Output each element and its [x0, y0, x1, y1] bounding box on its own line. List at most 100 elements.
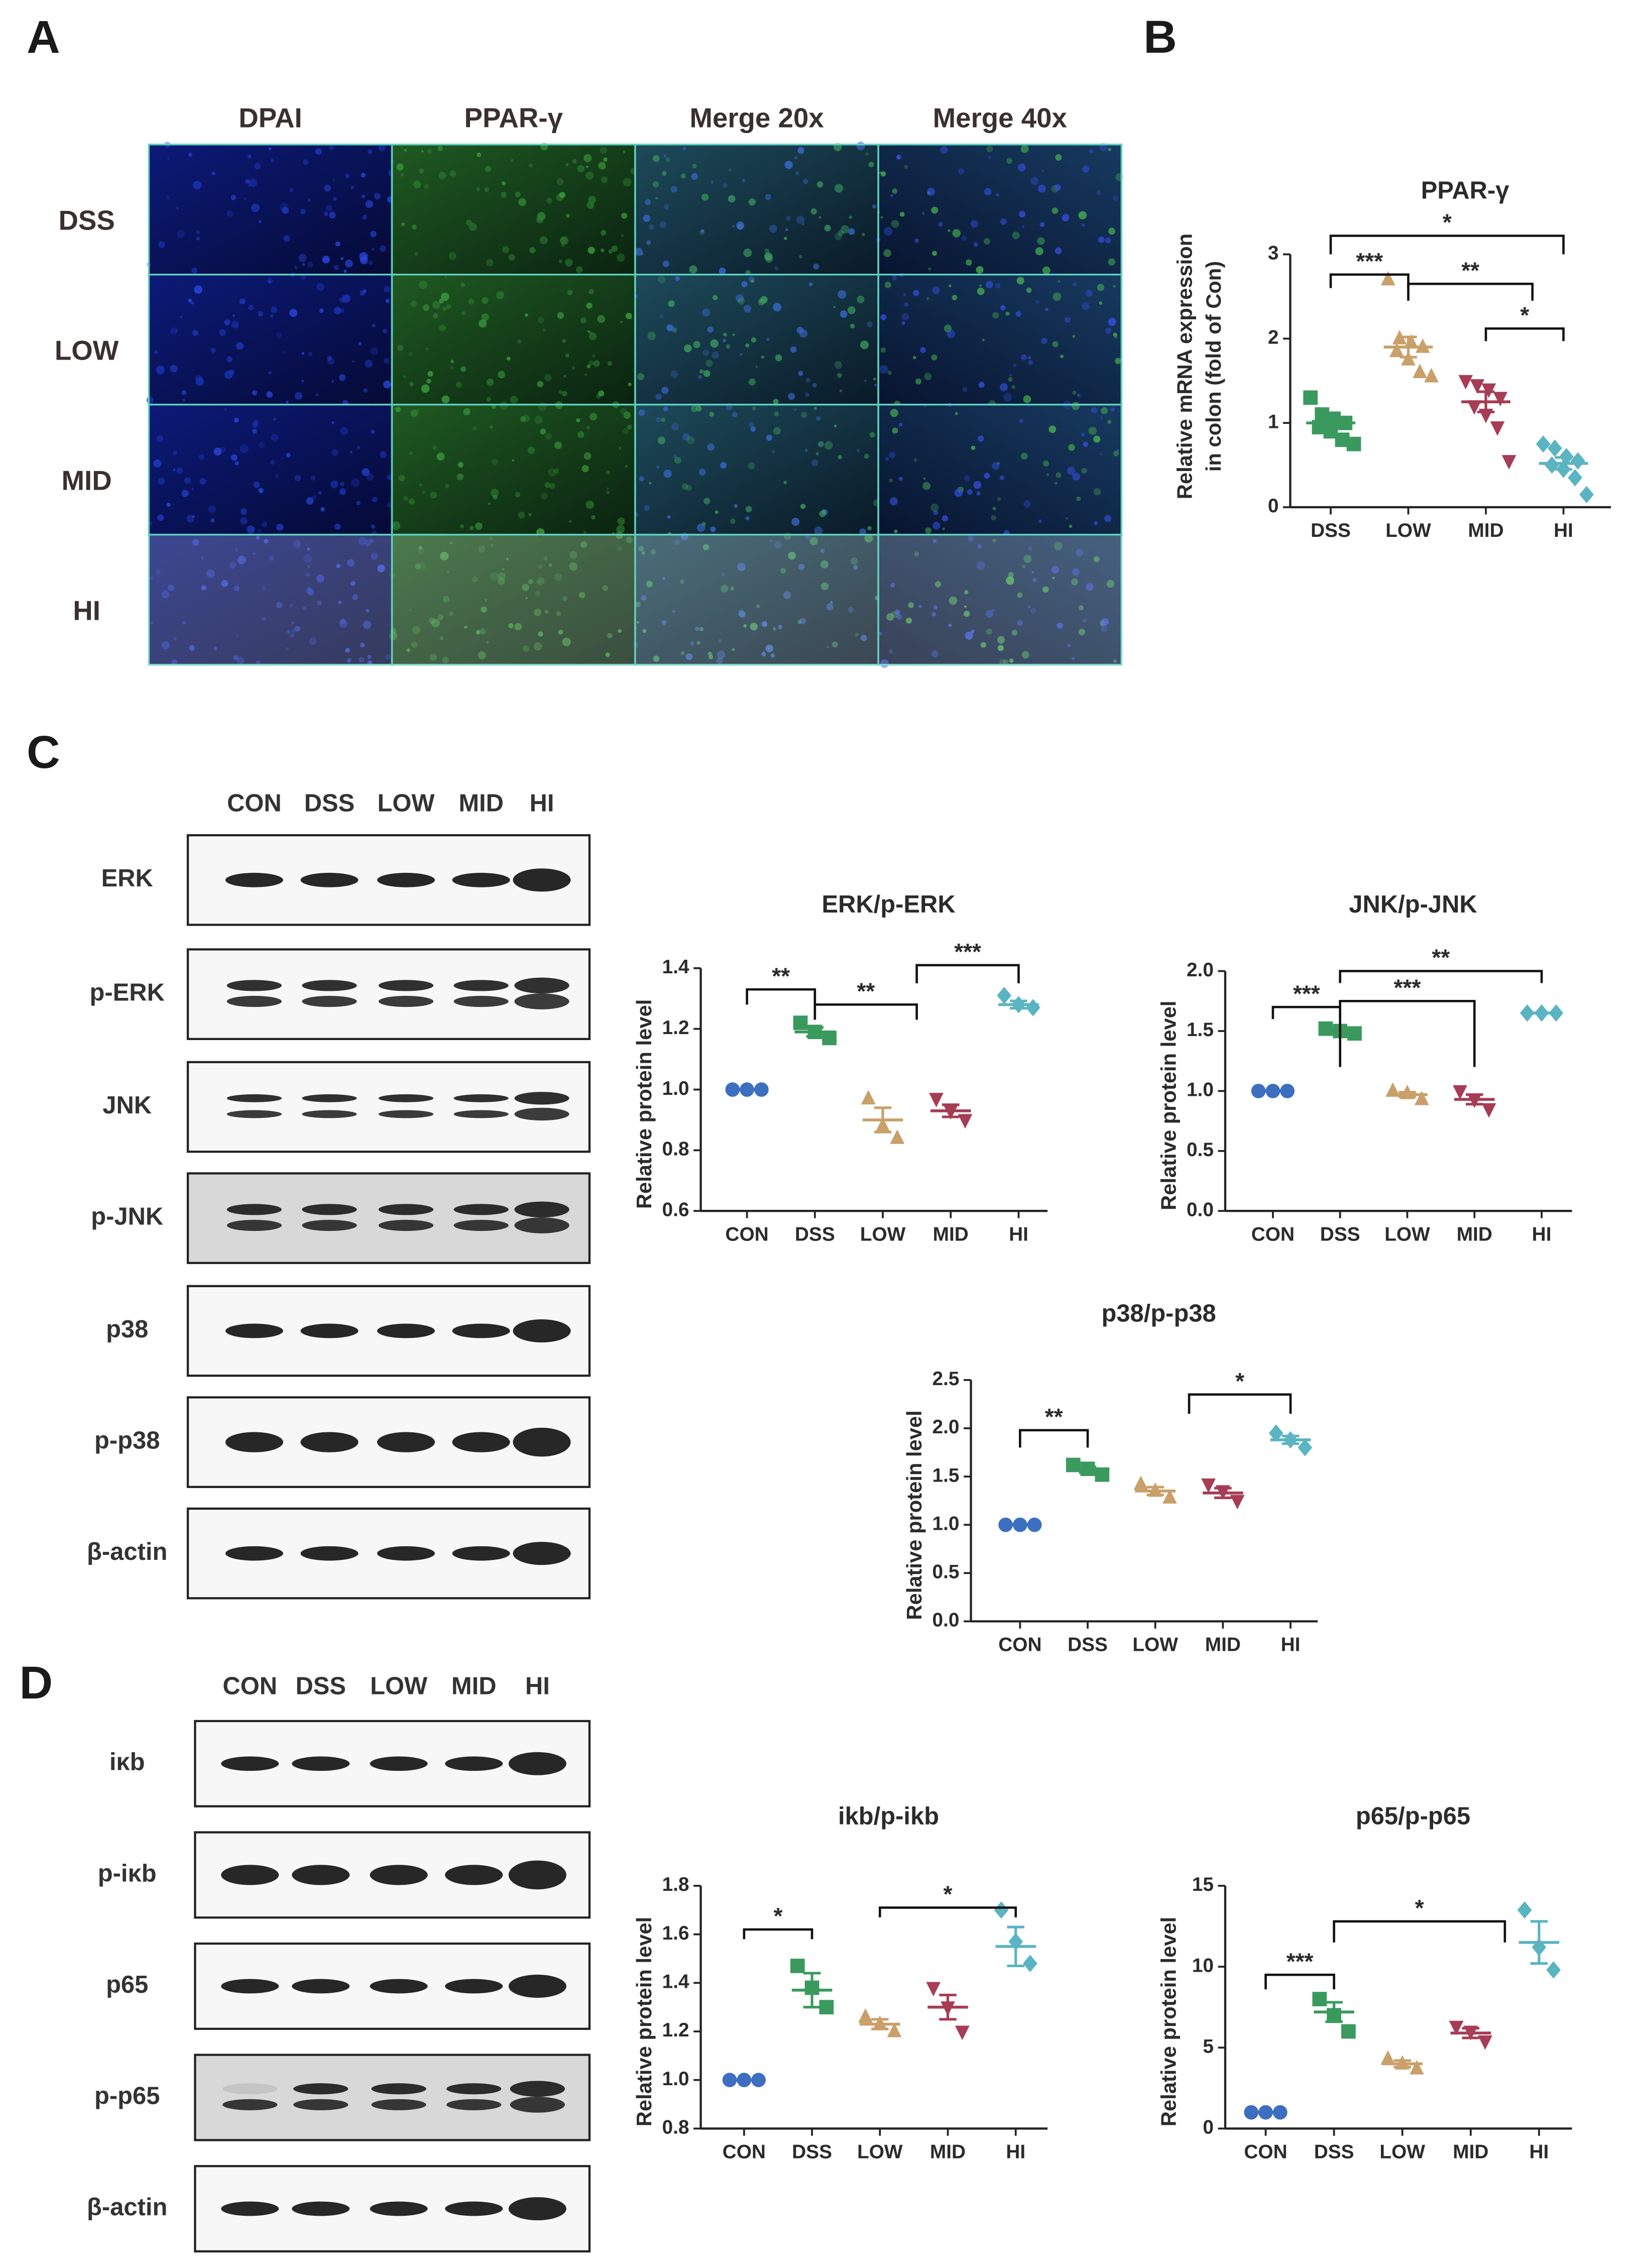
- cell: [693, 341, 700, 349]
- cell: [544, 482, 550, 488]
- cell: [761, 356, 764, 359]
- cell: [472, 576, 478, 583]
- cell: [872, 204, 877, 209]
- cell: [248, 184, 251, 187]
- cell: [913, 290, 919, 296]
- cell: [306, 497, 314, 505]
- cell: [880, 659, 889, 668]
- cell: [889, 452, 895, 459]
- x-tick-label: DSS: [1311, 520, 1351, 541]
- band: [300, 1546, 359, 1561]
- cell: [949, 596, 958, 605]
- chart-title: JNK/p-JNK: [1349, 891, 1477, 918]
- micrograph: [634, 273, 879, 406]
- cell: [1044, 307, 1048, 311]
- cell: [439, 324, 446, 331]
- cell: [608, 249, 613, 254]
- cell: [556, 611, 561, 617]
- cell: [425, 348, 429, 351]
- micrograph: [146, 272, 393, 406]
- cell: [657, 275, 666, 283]
- row-label: p38: [106, 1316, 148, 1343]
- cell: [338, 374, 346, 381]
- cell: [841, 225, 850, 234]
- cell: [701, 522, 706, 526]
- cell: [822, 509, 826, 513]
- cell: [493, 495, 498, 500]
- band: [378, 995, 434, 1007]
- cell: [473, 426, 478, 431]
- cell: [558, 259, 562, 263]
- band: [221, 1979, 279, 1994]
- cell: [439, 636, 444, 640]
- cell: [1078, 605, 1084, 611]
- cell: [1037, 237, 1045, 245]
- data-point: [1133, 1476, 1148, 1490]
- cell: [704, 498, 711, 505]
- cell: [433, 313, 438, 319]
- band: [302, 1204, 357, 1215]
- cell: [459, 524, 464, 529]
- y-tick-label: 1.0: [662, 1078, 689, 1099]
- x-tick-label: HI: [1006, 2141, 1025, 2163]
- cell: [1009, 374, 1012, 377]
- data-point: [1268, 1424, 1283, 1442]
- cell: [616, 525, 625, 534]
- cell: [586, 500, 595, 509]
- cell: [522, 584, 529, 591]
- cell: [446, 571, 449, 574]
- cell: [618, 446, 622, 450]
- cell: [481, 313, 489, 321]
- panel-label: A: [27, 11, 60, 63]
- cell: [1052, 577, 1055, 580]
- cell: [358, 537, 367, 545]
- cell: [170, 365, 178, 373]
- significance-bracket: [1329, 273, 1410, 288]
- band: [222, 2083, 278, 2095]
- cell: [982, 338, 985, 342]
- x-tick-label: LOW: [860, 1223, 906, 1245]
- cell: [374, 192, 381, 200]
- cell: [408, 609, 412, 612]
- cell: [976, 561, 985, 570]
- band: [226, 1094, 282, 1102]
- error-bar: [1214, 1487, 1232, 1499]
- cell: [362, 214, 367, 219]
- data-point: [1413, 364, 1427, 378]
- cell: [237, 657, 245, 665]
- cell: [427, 149, 432, 154]
- cell: [347, 559, 355, 566]
- cell: [1048, 425, 1057, 433]
- cell: [191, 301, 194, 305]
- cell: [193, 180, 202, 190]
- cell: [817, 441, 825, 447]
- cell: [490, 489, 499, 497]
- cell: [511, 159, 514, 162]
- cell: [963, 611, 970, 617]
- micrograph: [390, 143, 637, 276]
- cell: [565, 163, 569, 166]
- cell: [813, 406, 817, 410]
- cell: [522, 415, 530, 422]
- cell: [276, 602, 283, 609]
- data-point: [890, 1129, 905, 1144]
- cell: [1028, 360, 1033, 365]
- cell: [933, 510, 939, 515]
- blot-frame: [186, 1172, 591, 1264]
- cell: [962, 387, 968, 392]
- cell: [442, 656, 449, 663]
- cell: [606, 491, 610, 494]
- cell: [691, 173, 698, 180]
- cell: [1042, 460, 1049, 467]
- cell: [418, 280, 427, 289]
- data-point: [929, 1093, 944, 1107]
- cell: [726, 344, 731, 349]
- cell: [286, 452, 291, 458]
- cell: [370, 347, 379, 356]
- cell: [976, 491, 981, 496]
- micrograph-bg: [635, 274, 879, 405]
- micrograph-bg: [149, 404, 392, 535]
- cell: [810, 208, 817, 215]
- cell: [764, 252, 773, 261]
- band: [514, 1092, 569, 1105]
